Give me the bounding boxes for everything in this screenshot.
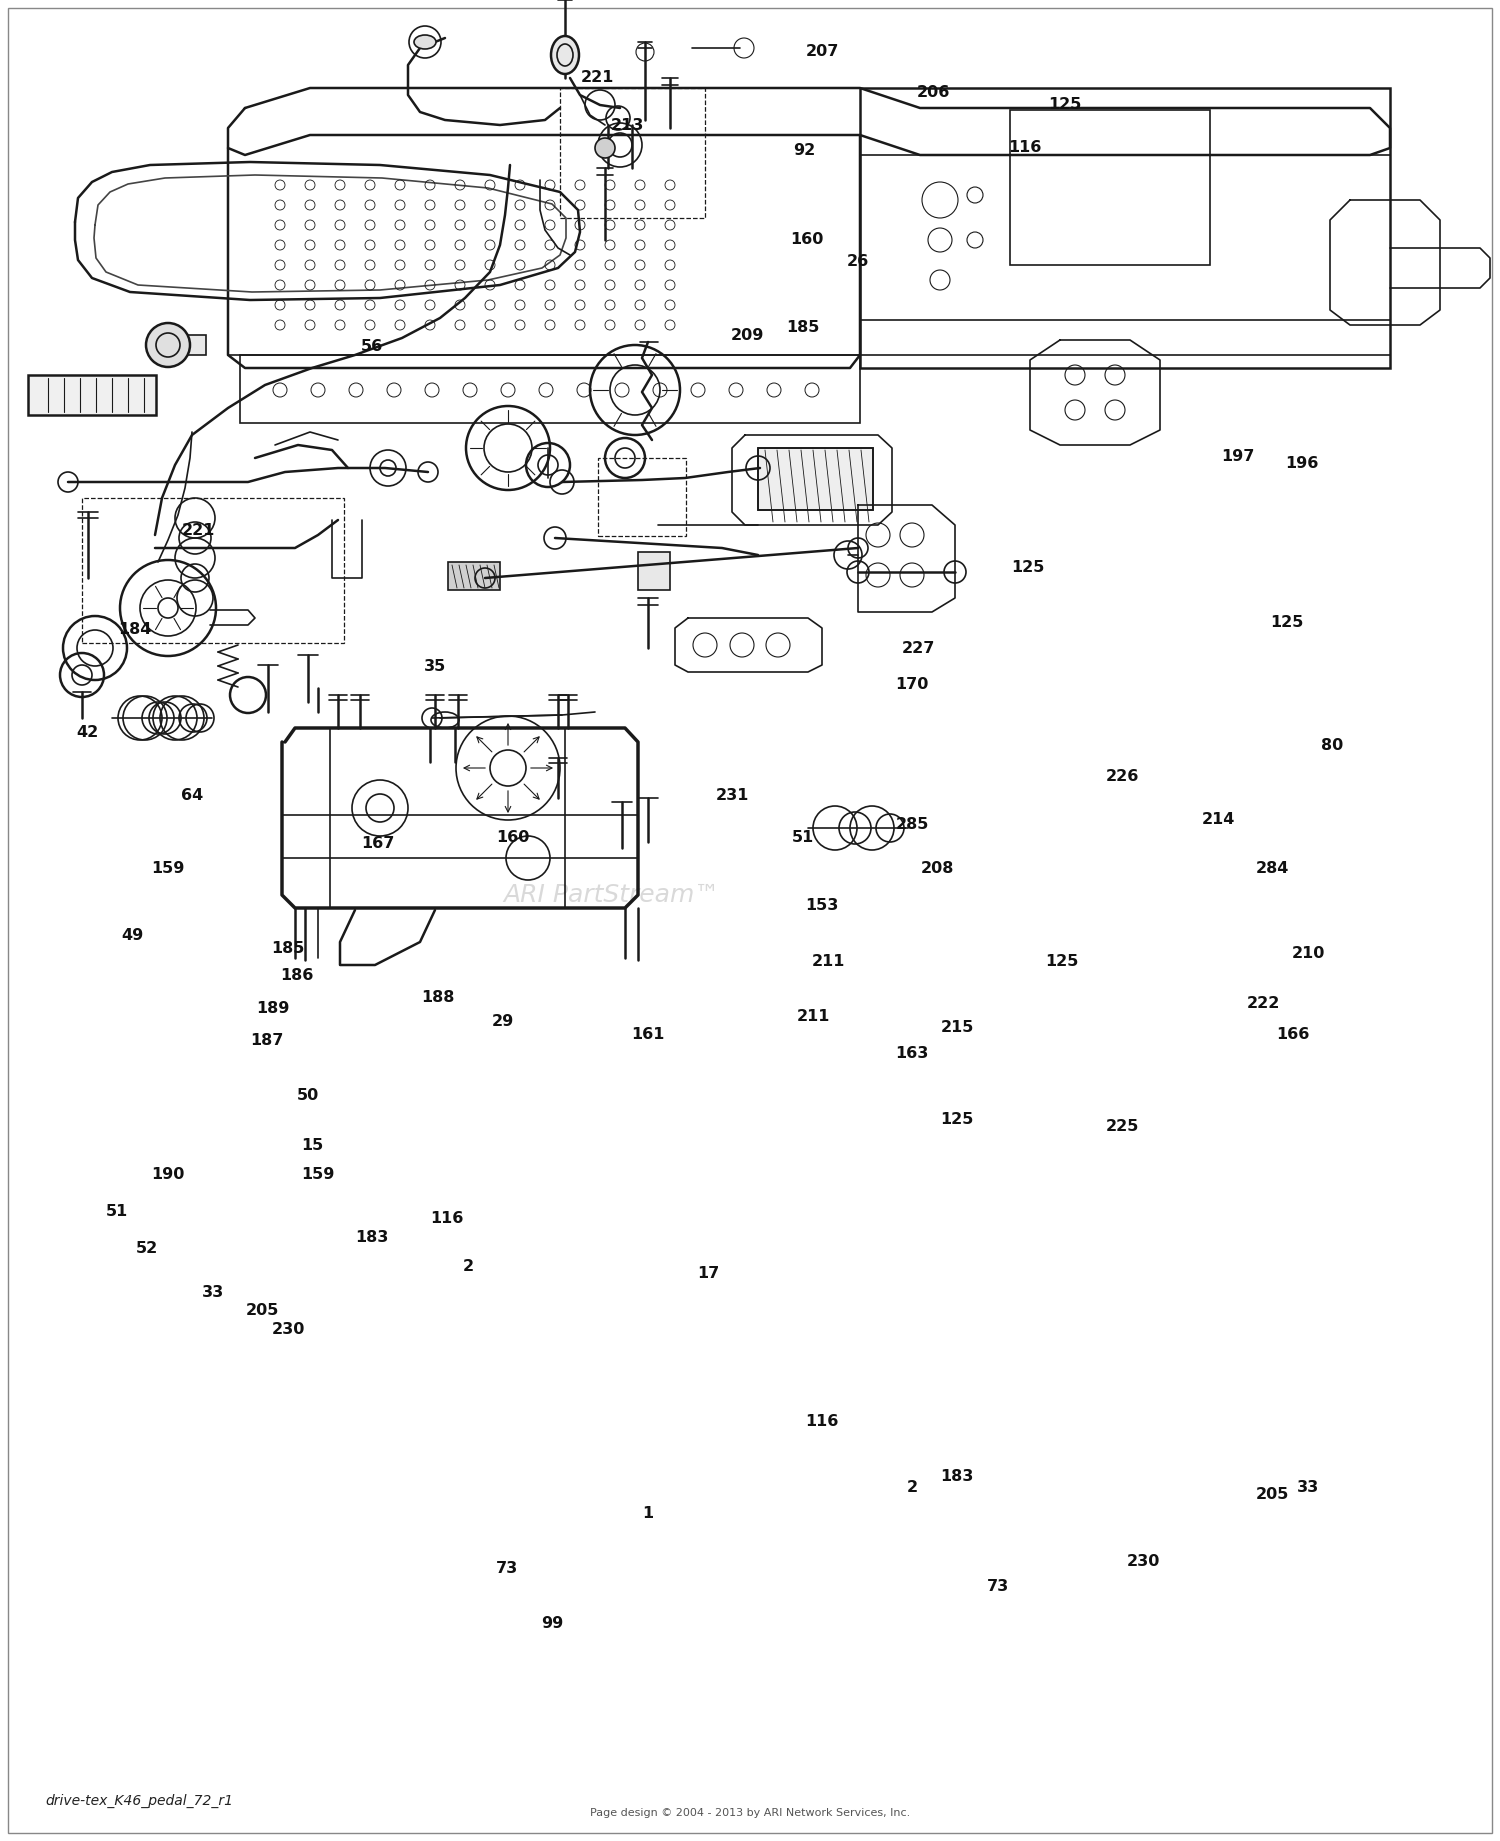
Bar: [448, 562, 500, 589]
Text: 190: 190: [152, 1167, 184, 1182]
Bar: [240, 355, 859, 423]
Text: 211: 211: [812, 954, 844, 968]
Text: 187: 187: [251, 1033, 284, 1048]
Text: 285: 285: [896, 817, 928, 832]
Text: 185: 185: [272, 941, 304, 955]
Ellipse shape: [550, 37, 579, 74]
Text: 2: 2: [462, 1259, 474, 1274]
Bar: [1010, 110, 1210, 265]
Text: 26: 26: [847, 254, 868, 269]
Text: 116: 116: [806, 1414, 838, 1429]
Text: 125: 125: [1270, 615, 1304, 630]
Ellipse shape: [414, 35, 436, 50]
Text: 186: 186: [280, 968, 314, 983]
Text: 29: 29: [492, 1014, 513, 1029]
Text: 163: 163: [896, 1046, 928, 1060]
Text: 207: 207: [806, 44, 838, 59]
Text: 170: 170: [896, 677, 928, 692]
Text: 214: 214: [1202, 812, 1234, 827]
Text: 208: 208: [921, 862, 954, 876]
Text: 189: 189: [256, 1002, 290, 1016]
Text: 284: 284: [1256, 862, 1288, 876]
Text: 51: 51: [792, 830, 813, 845]
Text: 215: 215: [940, 1020, 974, 1035]
Bar: [178, 335, 206, 355]
Text: 116: 116: [430, 1211, 464, 1226]
Text: 125: 125: [1048, 98, 1082, 112]
Text: 225: 225: [1106, 1119, 1138, 1134]
Text: 205: 205: [1256, 1488, 1288, 1502]
Text: 222: 222: [1246, 996, 1280, 1011]
Text: 2: 2: [906, 1480, 918, 1495]
Text: 80: 80: [1322, 738, 1342, 753]
Text: 209: 209: [730, 328, 764, 342]
Text: 230: 230: [1126, 1554, 1160, 1569]
Text: 210: 210: [1292, 946, 1324, 961]
Text: ARI PartStream™: ARI PartStream™: [504, 884, 720, 908]
Text: 197: 197: [1221, 449, 1254, 464]
Text: 153: 153: [806, 898, 838, 913]
Text: 42: 42: [76, 725, 98, 740]
Text: 185: 185: [786, 320, 819, 335]
Text: 205: 205: [246, 1303, 279, 1318]
Text: 125: 125: [940, 1112, 974, 1127]
Text: 183: 183: [940, 1469, 974, 1484]
Circle shape: [146, 322, 190, 366]
Text: 160: 160: [496, 830, 530, 845]
Text: 227: 227: [902, 641, 934, 655]
Text: 33: 33: [202, 1285, 223, 1300]
Text: Page design © 2004 - 2013 by ARI Network Services, Inc.: Page design © 2004 - 2013 by ARI Network…: [590, 1808, 910, 1819]
Bar: [560, 88, 705, 217]
Circle shape: [596, 138, 615, 158]
Text: 183: 183: [356, 1230, 388, 1245]
Text: 56: 56: [362, 339, 382, 353]
Bar: [758, 447, 873, 510]
Text: 211: 211: [796, 1009, 830, 1024]
Text: 92: 92: [794, 144, 814, 158]
Text: 167: 167: [362, 836, 394, 851]
Text: 17: 17: [698, 1267, 718, 1281]
Text: 52: 52: [136, 1241, 158, 1256]
Text: 160: 160: [790, 232, 824, 247]
Text: 230: 230: [272, 1322, 304, 1337]
Text: 188: 188: [422, 990, 454, 1005]
Text: 206: 206: [916, 85, 950, 99]
Text: 73: 73: [496, 1561, 517, 1576]
Text: 159: 159: [152, 862, 184, 876]
Bar: [28, 376, 156, 414]
Text: 159: 159: [302, 1167, 334, 1182]
Text: 73: 73: [987, 1580, 1008, 1594]
Bar: [638, 552, 670, 589]
Text: 166: 166: [1276, 1027, 1310, 1042]
Text: 15: 15: [302, 1138, 322, 1152]
Text: 99: 99: [542, 1616, 562, 1631]
Text: 125: 125: [1046, 954, 1078, 968]
Text: 184: 184: [118, 622, 152, 637]
Text: 125: 125: [1011, 560, 1044, 574]
Text: 231: 231: [716, 788, 748, 803]
Bar: [82, 499, 344, 643]
Text: 50: 50: [297, 1088, 318, 1103]
Text: 1: 1: [642, 1506, 654, 1521]
Text: 116: 116: [1008, 140, 1041, 155]
Text: 221: 221: [182, 523, 214, 538]
Text: 35: 35: [424, 659, 445, 674]
Text: 33: 33: [1298, 1480, 1318, 1495]
Bar: [859, 88, 1390, 368]
Text: 49: 49: [122, 928, 142, 943]
Bar: [758, 447, 873, 510]
Text: 221: 221: [580, 70, 614, 85]
Text: 51: 51: [106, 1204, 128, 1219]
Text: 161: 161: [632, 1027, 664, 1042]
Text: drive-tex_K46_pedal_72_r1: drive-tex_K46_pedal_72_r1: [45, 1793, 232, 1808]
Text: 64: 64: [182, 788, 203, 803]
Bar: [598, 458, 686, 536]
Text: 213: 213: [610, 118, 644, 133]
Text: 226: 226: [1106, 770, 1138, 784]
Text: 196: 196: [1286, 457, 1318, 471]
